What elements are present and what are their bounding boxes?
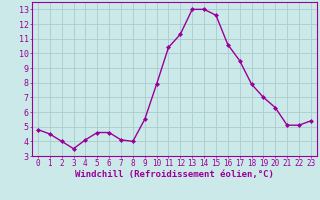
- X-axis label: Windchill (Refroidissement éolien,°C): Windchill (Refroidissement éolien,°C): [75, 170, 274, 179]
